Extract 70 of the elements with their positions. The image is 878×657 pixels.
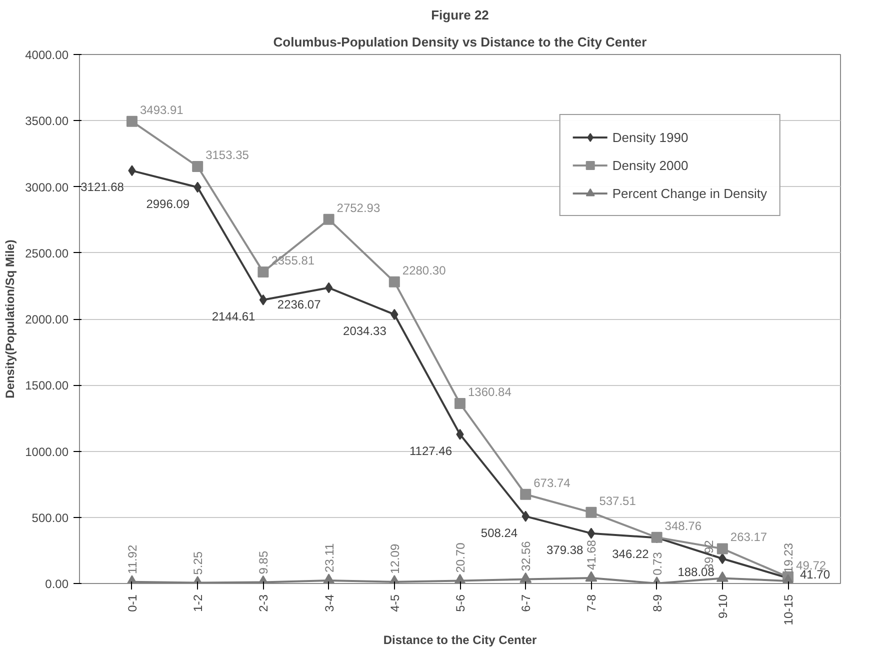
data-label: 3153.35 — [206, 148, 250, 162]
data-label: 5.25 — [191, 551, 206, 575]
data-label: 23.11 — [322, 542, 336, 572]
x-tick-label: 7-8 — [584, 594, 599, 612]
legend-label: Percent Change in Density — [612, 186, 767, 200]
point — [192, 160, 204, 172]
data-label: 673.74 — [534, 476, 571, 490]
data-label: 1127.46 — [410, 444, 452, 458]
point — [454, 398, 466, 410]
point — [585, 571, 598, 582]
y-tick-label: 500.00 — [32, 510, 69, 525]
data-label: 1360.84 — [468, 385, 512, 400]
point — [586, 506, 597, 518]
y-tick-label: 2500.00 — [25, 246, 69, 260]
data-label: 348.76 — [664, 518, 702, 533]
data-label: 263.17 — [730, 530, 768, 544]
point — [258, 266, 269, 278]
data-label: 2144.61 — [212, 309, 256, 324]
data-label: 2034.33 — [343, 324, 387, 338]
data-label: 2752.93 — [336, 200, 380, 215]
chart-subtitle: Columbus-Population Density vs Distance to the City Center — [273, 34, 647, 50]
data-label: 379.38 — [546, 542, 584, 557]
y-tick-label: 2000.00 — [25, 312, 69, 326]
legend-label: Density 1990 — [612, 130, 688, 144]
point — [323, 214, 334, 225]
data-label: 0.73 — [650, 552, 664, 576]
point — [126, 116, 138, 127]
point — [520, 572, 532, 583]
data-label: 20.70 — [454, 542, 468, 573]
data-label: 11.92 — [125, 544, 140, 574]
y-tick-label: 1500.00 — [25, 378, 69, 393]
data-label: 19.23 — [782, 542, 796, 573]
data-label: 537.51 — [599, 494, 636, 508]
data-label: 2280.30 — [402, 263, 446, 278]
x-axis-title: Distance to the City Center — [383, 633, 538, 648]
legend-label: Density 2000 — [612, 158, 688, 172]
data-label: 3121.68 — [80, 180, 124, 194]
x-tick-label: 8-9 — [650, 594, 664, 612]
x-tick-label: 9-10 — [716, 594, 730, 619]
y-tick-label: 4000.00 — [25, 48, 69, 62]
x-tick-label: 1-2 — [191, 594, 206, 612]
x-tick-label: 2-3 — [256, 594, 271, 612]
y-tick-label: 3000.00 — [25, 180, 69, 194]
data-label: 41.68 — [584, 540, 599, 570]
data-label: 32.56 — [519, 540, 534, 572]
chart-title: Figure 22 — [431, 8, 489, 22]
point — [587, 528, 596, 539]
y-tick-label: 1000.00 — [25, 444, 69, 459]
x-tick-label: 5-6 — [454, 594, 468, 612]
data-label: 2996.09 — [146, 196, 190, 211]
point — [716, 543, 728, 554]
data-label: 508.24 — [480, 526, 518, 540]
point — [324, 282, 333, 294]
data-label: 346.22 — [612, 547, 650, 562]
y-tick-label: 3500.00 — [25, 114, 69, 128]
data-label: 9.85 — [256, 550, 271, 574]
point — [388, 276, 400, 288]
x-tick-label: 0-1 — [125, 594, 140, 612]
point — [520, 488, 532, 500]
data-label: 3493.91 — [140, 102, 184, 117]
point — [259, 294, 268, 306]
x-tick-label: 10-15 — [782, 594, 796, 626]
x-tick-label: 3-4 — [322, 594, 336, 612]
y-tick-label: 0.00 — [45, 577, 69, 591]
x-tick-label: 6-7 — [519, 594, 534, 612]
data-label: 12.09 — [388, 544, 402, 574]
data-label: 2236.07 — [277, 297, 322, 312]
y-axis-title: Density(Population/Sq Mile) — [3, 240, 18, 398]
point — [716, 571, 728, 582]
x-tick-label: 4-5 — [388, 594, 402, 612]
